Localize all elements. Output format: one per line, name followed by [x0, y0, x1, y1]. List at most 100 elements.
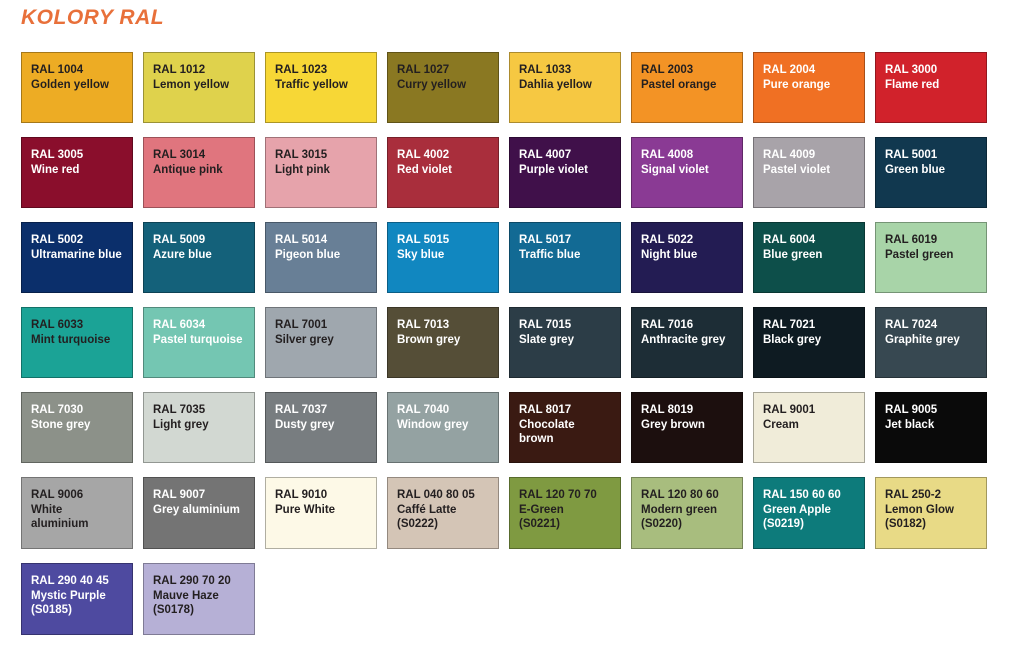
swatch-code: RAL 4007 — [519, 149, 572, 161]
swatch-code: RAL 4002 — [397, 149, 450, 161]
swatch-name: Black grey — [763, 333, 822, 346]
color-swatch[interactable]: RAL 7040 Window grey — [387, 392, 499, 463]
color-swatch[interactable]: RAL 120 70 70 E-Green (S0221) — [509, 477, 621, 549]
color-swatch[interactable]: RAL 9005 Jet black — [875, 392, 987, 463]
swatch-code: RAL 3014 — [153, 149, 206, 161]
swatch-code: RAL 290 70 20 — [153, 575, 231, 587]
color-swatch[interactable]: RAL 5022 Night blue — [631, 222, 743, 293]
swatch-name: Silver grey — [275, 333, 334, 346]
color-swatch[interactable]: RAL 7021 Black grey — [753, 307, 865, 378]
color-swatch[interactable]: RAL 3000 Flame red — [875, 52, 987, 123]
color-swatch[interactable]: RAL 7001 Silver grey — [265, 307, 377, 378]
color-swatch[interactable]: RAL 8019 Grey brown — [631, 392, 743, 463]
swatch-code: RAL 9007 — [153, 489, 206, 501]
color-swatch[interactable]: RAL 1012 Lemon yellow — [143, 52, 255, 123]
color-swatch[interactable]: RAL 7013 Brown grey — [387, 307, 499, 378]
color-swatch[interactable]: RAL 8017 Chocolate brown — [509, 392, 621, 463]
swatch-name: Pastel violet — [763, 163, 831, 176]
swatch-name: Signal violet — [641, 163, 709, 176]
color-swatch[interactable]: RAL 1004 Golden yellow — [21, 52, 133, 123]
swatch-name: Mauve Haze (S0178) — [153, 589, 219, 617]
swatch-name: Mint turquoise — [31, 333, 111, 346]
color-swatch[interactable]: RAL 9006 White aluminium — [21, 477, 133, 549]
color-swatch[interactable]: RAL 3005 Wine red — [21, 137, 133, 208]
color-swatch[interactable]: RAL 9010 Pure White — [265, 477, 377, 549]
color-swatch[interactable]: RAL 2003 Pastel orange — [631, 52, 743, 123]
color-swatch[interactable]: RAL 6033 Mint turquoise — [21, 307, 133, 378]
swatch-code: RAL 5022 — [641, 234, 694, 246]
swatch-code: RAL 1027 — [397, 64, 450, 76]
color-swatch[interactable]: RAL 5002 Ultramarine blue — [21, 222, 133, 293]
swatch-name: Ultramarine blue — [31, 248, 122, 261]
color-swatch[interactable]: RAL 1027 Curry yellow — [387, 52, 499, 123]
swatch-code: RAL 290 40 45 — [31, 575, 109, 587]
swatch-code: RAL 7037 — [275, 404, 328, 416]
swatch-code: RAL 2004 — [763, 64, 816, 76]
swatch-name: Graphite grey — [885, 333, 960, 346]
color-swatch[interactable]: RAL 3014 Antique pink — [143, 137, 255, 208]
color-swatch[interactable]: RAL 120 80 60 Modern green (S0220) — [631, 477, 743, 549]
swatch-code: RAL 250-2 — [885, 489, 942, 501]
color-swatch[interactable]: RAL 5014 Pigeon blue — [265, 222, 377, 293]
color-swatch[interactable]: RAL 040 80 05 Caffé Latte (S0222) — [387, 477, 499, 549]
color-swatch[interactable]: RAL 7035 Light grey — [143, 392, 255, 463]
color-swatch[interactable]: RAL 4009 Pastel violet — [753, 137, 865, 208]
swatch-name: Modern green (S0220) — [641, 503, 718, 531]
color-swatch[interactable]: RAL 4002 Red violet — [387, 137, 499, 208]
color-swatch[interactable]: RAL 9001 Cream — [753, 392, 865, 463]
swatch-row: RAL 1004 Golden yellow RAL 1012 Lemon yello… — [21, 52, 987, 123]
swatch-name: Sky blue — [397, 248, 445, 261]
swatch-code: RAL 7040 — [397, 404, 450, 416]
swatch-code: RAL 5009 — [153, 234, 206, 246]
color-swatch[interactable]: RAL 4008 Signal violet — [631, 137, 743, 208]
swatch-name: Night blue — [641, 248, 698, 261]
color-swatch[interactable]: RAL 7030 Stone grey — [21, 392, 133, 463]
color-swatch[interactable]: RAL 4007 Purple violet — [509, 137, 621, 208]
swatch-code: RAL 8019 — [641, 404, 694, 416]
swatch-name: Window grey — [397, 418, 469, 431]
swatch-code: RAL 7013 — [397, 319, 450, 331]
swatch-name: Antique pink — [153, 163, 223, 176]
color-swatch[interactable]: RAL 7037 Dusty grey — [265, 392, 377, 463]
swatch-code: RAL 6004 — [763, 234, 816, 246]
color-swatch[interactable]: RAL 5009 Azure blue — [143, 222, 255, 293]
color-swatch[interactable]: RAL 6019 Pastel green — [875, 222, 987, 293]
swatch-code: RAL 1023 — [275, 64, 328, 76]
swatch-code: RAL 9006 — [31, 489, 84, 501]
swatch-code: RAL 7035 — [153, 404, 206, 416]
swatch-row: RAL 7030 Stone grey RAL 7035 Light grey RAL … — [21, 392, 987, 463]
color-swatch[interactable]: RAL 150 60 60 Green Apple (S0219) — [753, 477, 865, 549]
color-swatch[interactable]: RAL 290 70 20 Mauve Haze (S0178) — [143, 563, 255, 635]
color-swatch[interactable]: RAL 7015 Slate grey — [509, 307, 621, 378]
color-swatch[interactable]: RAL 5001 Green blue — [875, 137, 987, 208]
color-swatch[interactable]: RAL 5017 Traffic blue — [509, 222, 621, 293]
swatch-code: RAL 3015 — [275, 149, 328, 161]
color-swatch[interactable]: RAL 3015 Light pink — [265, 137, 377, 208]
swatch-code: RAL 040 80 05 — [397, 489, 475, 501]
swatch-name: Slate grey — [519, 333, 574, 346]
color-swatch[interactable]: RAL 250-2 Lemon Glow (S0182) — [875, 477, 987, 549]
color-swatch[interactable]: RAL 9007 Grey aluminium — [143, 477, 255, 549]
swatch-code: RAL 120 80 60 — [641, 489, 719, 501]
swatch-name: Traffic yellow — [275, 78, 348, 91]
color-swatch[interactable]: RAL 2004 Pure orange — [753, 52, 865, 123]
swatch-code: RAL 4009 — [763, 149, 816, 161]
swatch-row: RAL 3005 Wine red RAL 3014 Antique pink RAL … — [21, 137, 987, 208]
color-swatch[interactable]: RAL 1023 Traffic yellow — [265, 52, 377, 123]
swatch-name: Cream — [763, 418, 799, 431]
swatch-code: RAL 6019 — [885, 234, 938, 246]
color-swatch-grid: RAL 1004 Golden yellow RAL 1012 Lemon yello… — [21, 52, 987, 649]
color-swatch[interactable]: RAL 7024 Graphite grey — [875, 307, 987, 378]
color-swatch[interactable]: RAL 6034 Pastel turquoise — [143, 307, 255, 378]
color-swatch[interactable]: RAL 1033 Dahlia yellow — [509, 52, 621, 123]
color-swatch[interactable]: RAL 7016 Anthracite grey — [631, 307, 743, 378]
swatch-name: Red violet — [397, 163, 452, 176]
swatch-code: RAL 1012 — [153, 64, 206, 76]
color-swatch[interactable]: RAL 5015 Sky blue — [387, 222, 499, 293]
swatch-code: RAL 9005 — [885, 404, 938, 416]
swatch-code: RAL 4008 — [641, 149, 694, 161]
swatch-name: Anthracite grey — [641, 333, 726, 346]
color-swatch[interactable]: RAL 6004 Blue green — [753, 222, 865, 293]
color-swatch[interactable]: RAL 290 40 45 Mystic Purple (S0185) — [21, 563, 133, 635]
swatch-code: RAL 2003 — [641, 64, 694, 76]
